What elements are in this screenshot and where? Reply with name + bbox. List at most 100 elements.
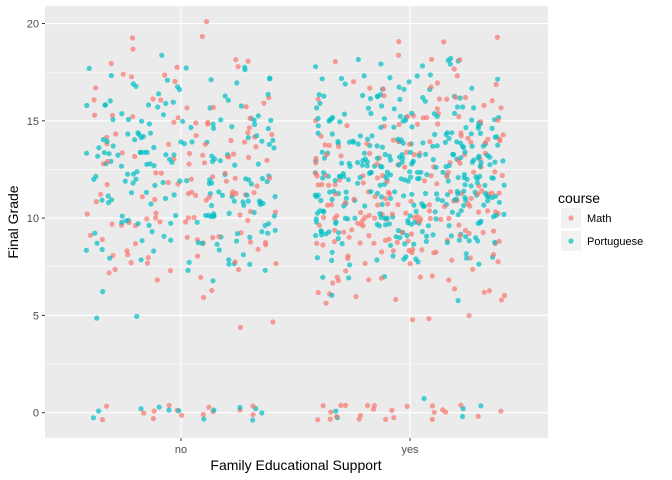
data-point-math	[332, 215, 338, 221]
data-point-portuguese	[107, 98, 113, 104]
data-point-portuguese	[138, 406, 144, 412]
data-point-math	[441, 203, 448, 209]
data-point-math	[112, 266, 118, 272]
data-point-portuguese	[407, 213, 413, 219]
data-point-math	[263, 242, 269, 248]
data-point-math	[105, 158, 111, 165]
data-point-portuguese	[416, 175, 422, 181]
data-point-portuguese	[475, 123, 481, 129]
data-point-math	[471, 169, 477, 175]
data-point-math	[152, 196, 158, 203]
data-point-portuguese	[474, 180, 480, 186]
data-point-portuguese	[151, 248, 157, 254]
data-point-portuguese	[244, 192, 250, 198]
data-point-portuguese	[409, 191, 415, 197]
legend: course Math Portuguese	[558, 190, 643, 251]
data-point-portuguese	[243, 176, 249, 182]
data-point-portuguese	[422, 98, 428, 104]
data-point-math	[466, 230, 472, 236]
data-point-portuguese	[457, 95, 463, 101]
data-point-math	[360, 217, 366, 223]
data-point-portuguese	[461, 188, 467, 194]
data-point-math	[403, 210, 409, 216]
data-point-math	[236, 266, 242, 273]
data-point-math	[357, 240, 363, 246]
data-point-portuguese	[492, 239, 498, 245]
data-point-portuguese	[108, 197, 115, 203]
data-point-portuguese	[125, 171, 131, 177]
data-point-portuguese	[493, 212, 499, 218]
data-point-math	[336, 144, 342, 150]
data-point-math	[372, 215, 378, 221]
data-point-math	[468, 139, 474, 145]
data-point-portuguese	[357, 174, 363, 181]
data-point-portuguese	[330, 114, 336, 120]
data-point-portuguese	[382, 151, 388, 158]
data-point-math	[351, 196, 357, 202]
data-point-portuguese	[151, 144, 157, 151]
data-point-portuguese	[468, 131, 474, 137]
data-point-math	[344, 122, 350, 129]
data-point-math	[433, 249, 439, 255]
data-point-portuguese	[318, 228, 324, 234]
data-point-portuguese	[449, 130, 455, 136]
data-point-portuguese	[471, 105, 477, 111]
data-point-math	[502, 292, 508, 299]
data-point-portuguese	[464, 255, 470, 261]
data-point-math	[500, 132, 506, 138]
data-point-portuguese	[393, 234, 399, 240]
data-point-math	[490, 228, 497, 234]
data-point-portuguese	[484, 193, 490, 199]
data-point-math	[174, 64, 180, 70]
data-point-math	[120, 71, 126, 77]
data-point-math	[313, 160, 319, 166]
data-point-portuguese	[352, 215, 358, 221]
data-point-math	[222, 170, 228, 176]
data-point-portuguese	[218, 117, 224, 123]
data-point-math	[141, 410, 147, 416]
y-tick-label: 0	[33, 408, 39, 420]
data-point-math	[246, 154, 252, 160]
data-point-portuguese	[167, 156, 173, 162]
data-point-portuguese	[359, 162, 365, 168]
data-point-portuguese	[383, 174, 389, 180]
data-point-math	[113, 131, 119, 137]
data-point-portuguese	[337, 119, 343, 125]
data-point-math	[326, 142, 332, 148]
data-point-portuguese	[386, 153, 393, 159]
data-point-math	[417, 274, 423, 280]
data-point-portuguese	[440, 169, 446, 175]
data-point-portuguese	[234, 238, 240, 244]
data-point-portuguese	[183, 65, 189, 71]
data-point-portuguese	[329, 257, 335, 263]
data-point-portuguese	[461, 202, 467, 209]
data-point-math	[200, 411, 206, 418]
data-point-math	[406, 247, 412, 254]
x-tick-label: no	[175, 444, 187, 456]
data-point-math	[313, 170, 319, 176]
data-point-portuguese	[468, 183, 474, 189]
data-point-math	[130, 46, 136, 52]
data-point-portuguese	[455, 212, 461, 218]
data-point-portuguese	[409, 124, 415, 130]
data-point-math	[338, 153, 344, 159]
data-point-math	[468, 195, 474, 201]
data-point-math	[384, 179, 390, 185]
data-point-portuguese	[412, 219, 418, 225]
data-point-portuguese	[250, 417, 256, 423]
data-point-portuguese	[338, 75, 345, 82]
data-point-portuguese	[387, 195, 394, 201]
data-point-portuguese	[448, 55, 454, 62]
data-point-portuguese	[458, 208, 464, 214]
data-point-portuguese	[430, 157, 436, 163]
data-point-math	[466, 313, 472, 319]
data-point-portuguese	[396, 162, 402, 168]
data-point-portuguese	[335, 235, 341, 242]
data-point-portuguese	[163, 100, 169, 106]
data-point-math	[326, 182, 332, 188]
data-point-portuguese	[110, 117, 116, 123]
data-point-portuguese	[454, 139, 460, 145]
data-point-math	[233, 57, 239, 63]
data-point-portuguese	[329, 249, 335, 255]
data-point-portuguese	[214, 241, 220, 247]
